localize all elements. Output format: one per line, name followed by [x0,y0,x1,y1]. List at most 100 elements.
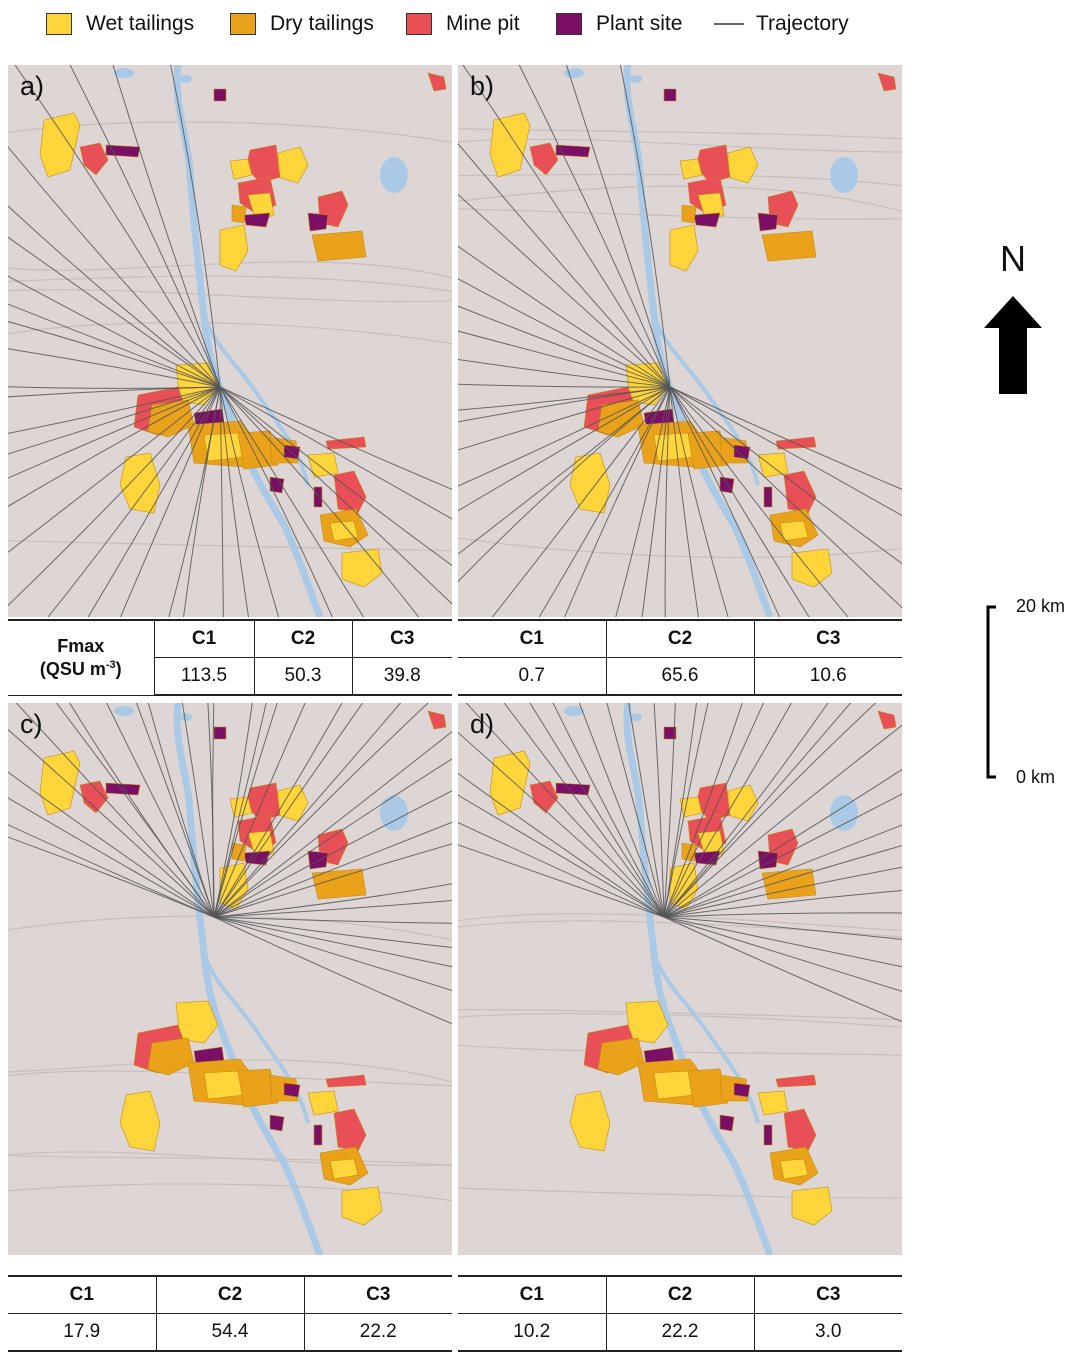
pit-area [427,710,447,730]
dry-area [597,1037,645,1076]
hillshade-line [458,208,902,220]
trajectory-line [663,845,902,918]
trajectory-line [8,797,215,918]
trajectory-line [87,386,221,617]
trajectory-line [663,703,877,918]
column-header: C3 [351,619,452,658]
column-header: C1 [153,619,255,658]
trajectory-line [213,703,429,918]
trajectory-line [664,386,671,617]
scale-bar-line [986,605,996,779]
trajectory-line [213,916,452,968]
trajectory-swatch [714,23,744,25]
trajectory-line [8,386,221,553]
trajectory-line [15,703,215,918]
table-cell: 17.9 [8,1313,157,1352]
wet-area [779,1158,809,1180]
trajectory-line [207,703,215,918]
trajectory-line [219,386,452,520]
trajectory-line [213,703,267,918]
north-arrow: N [980,238,1046,398]
trajectory-line [458,844,665,918]
trajectory-line [219,386,365,617]
column-header: C3 [303,1275,452,1314]
plant-area [555,144,591,158]
panel-label: d) [470,709,495,739]
north-label: N [1000,238,1026,279]
trajectory-line [663,824,902,918]
legend-label: Mine pit [446,12,520,35]
trajectory-line [219,386,452,490]
trajectory-line [529,703,665,918]
legend-label: Wet tailings [86,12,195,35]
lake [830,795,858,831]
hillshade-line [458,1187,902,1199]
trajectory-line [615,386,671,617]
north-arrow-icon [984,296,1042,394]
dry-area [237,1068,279,1108]
trajectory-line [106,703,215,918]
panel-label: b) [470,71,495,101]
trajectory-line [663,793,902,918]
trajectory-line [213,916,452,924]
trajectory-line [578,703,665,918]
dry-area [687,1068,729,1108]
trajectory-line [8,386,221,455]
plant-area [283,1082,301,1098]
wet-area [569,452,611,514]
trajectory-line [120,386,221,617]
wet-area [669,862,699,910]
pit-area [79,780,109,814]
wet-area [489,750,531,816]
dry-area [231,204,247,224]
trajectory-line [8,303,221,388]
lake [630,75,642,83]
plant-area [213,88,227,102]
wet-area [203,1070,245,1100]
fmax-table-c: C1 C2 C3 17.9 54.4 22.2 [8,1275,452,1352]
column-header: C1 [458,619,607,658]
trajectory-line [8,386,221,398]
pit-area [775,1074,817,1088]
legend-label: Trajectory [756,12,849,35]
table-cell: 39.8 [351,657,452,696]
plant-area [283,444,301,460]
trajectory-line [213,843,452,918]
wet-area [791,1186,833,1226]
wet-area [39,112,81,178]
trajectory-line [213,730,452,918]
trajectory-line [213,883,452,918]
plant-area [719,1114,735,1132]
legend-item-dry-tailings: Dry tailings [230,10,374,38]
trajectory-line [458,795,665,918]
table-cell: 22.2 [303,1313,452,1352]
wet-area [229,158,253,180]
dry-area [311,230,367,262]
plant-area [307,850,329,870]
trajectory-line [170,65,221,388]
wet-area [679,796,703,818]
dry-area [597,399,645,438]
map-features [458,65,902,617]
trajectory-line [465,703,665,918]
plant-area [663,726,677,740]
trajectory-line [213,899,452,918]
trajectory-line [669,386,902,490]
trajectory-line [458,386,671,451]
map-features [8,65,452,617]
trajectory-line [8,386,221,607]
plant-site-swatch [556,13,582,35]
pit-area [877,72,897,92]
trajectory-line [669,386,780,617]
legend-item-wet-tailings: Wet tailings [46,10,194,38]
trajectory-line [219,386,452,567]
trajectory-line [213,758,452,918]
plant-area [555,782,591,796]
plant-area [307,212,329,232]
pit-area [427,72,447,92]
dry-area [761,230,817,262]
trajectory-line [8,386,221,389]
trajectory-line [8,205,221,388]
fmax-table-d: C1 C2 C3 10.2 22.2 3.0 [458,1275,902,1352]
trajectory-line [69,65,221,388]
